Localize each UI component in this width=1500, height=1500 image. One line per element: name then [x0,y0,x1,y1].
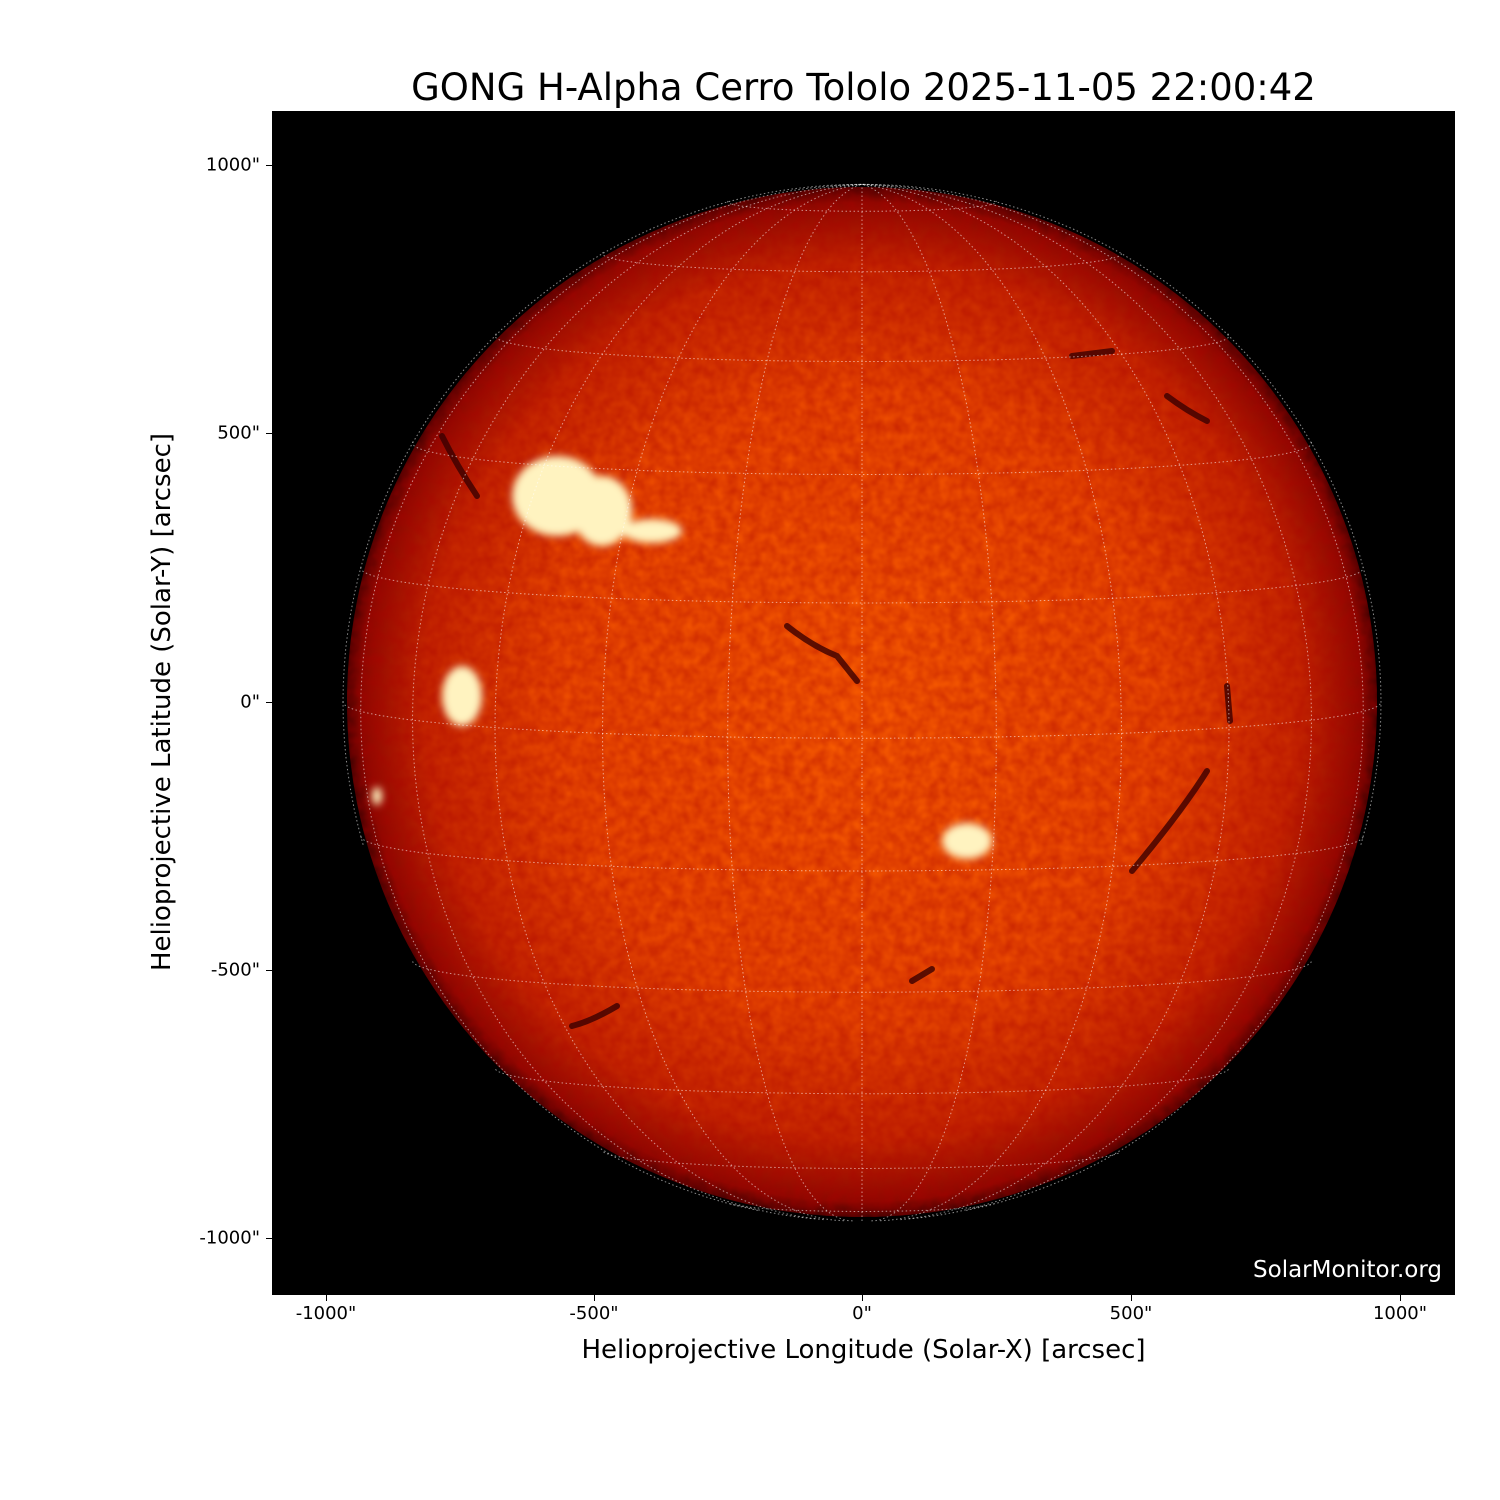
x-tick-mark [594,1295,595,1301]
grid-line [360,836,1364,872]
grid-line [494,333,1230,362]
grid-line [494,183,863,1221]
x-tick-label: -500" [569,1303,619,1324]
y-tick-label: 500" [217,422,260,444]
grid-line [411,183,863,1220]
x-tick-mark [1131,1295,1132,1301]
grid-line [342,701,1382,739]
plage-region [372,787,382,805]
x-tick-label: 500" [1109,1303,1153,1324]
x-tick-mark [862,1295,863,1301]
y-axis-label: Helioprojective Latitude (Solar-Y) [arcs… [147,432,177,972]
filament [784,623,860,684]
watermark: SolarMonitor.org [1253,1257,1442,1283]
y-tick-mark [266,702,272,703]
x-tick-mark [1400,1295,1401,1301]
grid-line [861,183,1230,1221]
filament [1069,348,1115,359]
grid-line [729,1203,995,1212]
y-tick-mark [266,165,272,166]
solar-image-axes: SolarMonitor.org [272,111,1455,1295]
grid-line [603,1151,1121,1169]
x-axis-label: Helioprojective Longitude (Solar-X) [arc… [581,1335,1146,1365]
disk-texture [347,187,1377,1217]
y-tick-label: -1000" [199,1227,260,1249]
filament [569,1003,620,1029]
filament [909,966,935,984]
plage-region [572,476,632,546]
filament [1129,768,1210,874]
y-tick-mark [266,970,272,971]
heliographic-grid [342,183,1382,1222]
grid-line [861,183,1364,1211]
filament [1164,393,1210,424]
plage-region [942,823,992,859]
x-tick-label: 1000" [1372,1303,1428,1324]
x-tick-label: 0" [852,1303,872,1324]
grid-line [360,183,863,1211]
plage-region [442,666,482,726]
x-tick-mark [326,1295,327,1301]
filament [1224,683,1233,724]
grid-line [360,567,1364,604]
grid-line [412,961,1312,993]
grid-line [727,200,997,212]
y-tick-label: 0" [240,691,260,713]
y-tick-label: 1000" [205,154,260,176]
x-tick-label: -1000" [295,1303,357,1324]
grid-line [495,1069,1229,1095]
grid-line [412,441,1312,475]
plot-title: GONG H-Alpha Cerro Tololo 2025-11-05 22:… [411,66,1316,109]
y-tick-mark [266,433,272,434]
solar-features [372,348,1233,1029]
y-tick-mark [266,1238,272,1239]
plage-region [622,519,682,543]
y-tick-label: -500" [210,959,260,981]
grid-line [861,183,1313,1220]
solar-disk-image [342,183,1382,1222]
filament [439,433,480,499]
